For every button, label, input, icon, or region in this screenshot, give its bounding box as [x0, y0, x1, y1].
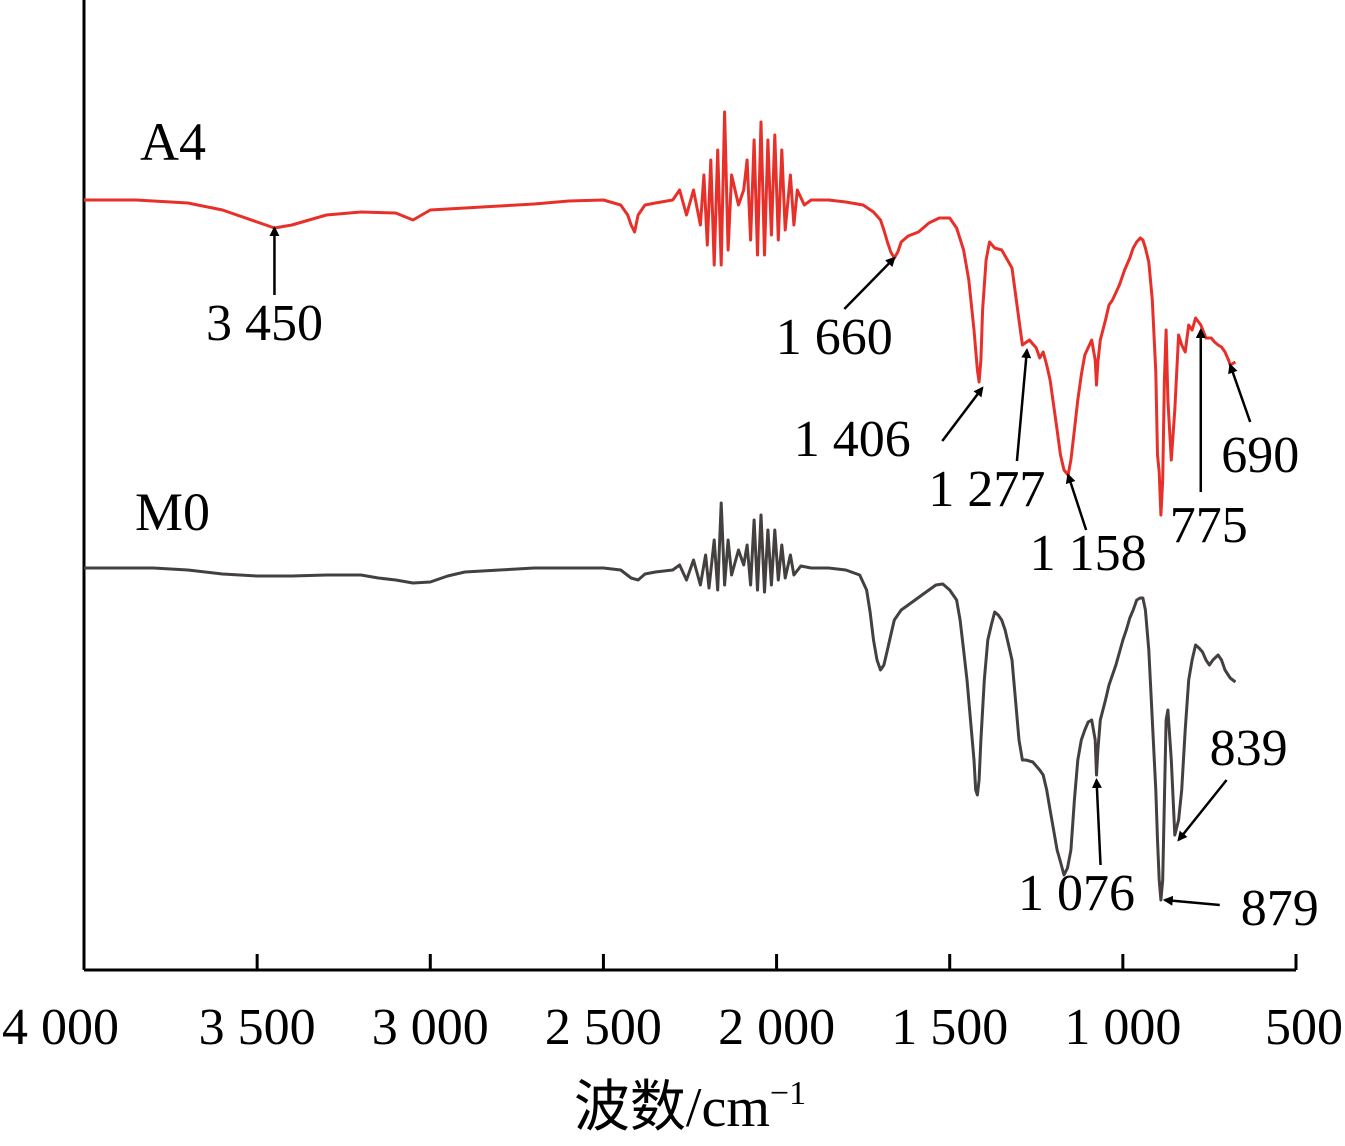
- peak-label: 839: [1210, 720, 1288, 777]
- series-line-m0: [84, 501, 1237, 902]
- peak-label: 1 277: [928, 461, 1045, 518]
- x-tick-label: 500: [1265, 999, 1343, 1056]
- peak-label: 3 450: [206, 295, 323, 352]
- series-lines: [84, 110, 1237, 902]
- series-label-m0: M0: [135, 482, 210, 542]
- peak-label: 1 406: [794, 411, 911, 468]
- peak-label: 1 076: [1018, 865, 1135, 922]
- peak-annotations: 3 450 1 660 1 406 1 277 1 158 775 690 839 1 076 8…: [206, 226, 1319, 937]
- series-labels: A4 M0: [135, 112, 210, 542]
- annotation-arrow: [1162, 895, 1220, 907]
- peak-label: 879: [1241, 880, 1319, 937]
- annotation-arrow: [1091, 778, 1102, 866]
- annotation-arrow: [1228, 363, 1252, 423]
- x-tick-label: 3 000: [372, 999, 489, 1056]
- x-tick-label: 2 500: [545, 999, 662, 1056]
- peak-label: 690: [1221, 427, 1299, 484]
- annotation-arrow: [1015, 348, 1032, 462]
- series-line-a4: [84, 110, 1237, 517]
- annotation-arrow: [941, 386, 984, 442]
- x-axis-label-text: 波数/cm: [574, 1077, 770, 1139]
- peak-label: 1 158: [1030, 525, 1147, 582]
- annotation-arrow: [843, 256, 896, 310]
- peak-label: 1 660: [776, 309, 893, 366]
- x-tick-label: 4 000: [2, 999, 119, 1056]
- x-tick-label: 2 000: [718, 999, 835, 1056]
- plot-area: 4 000 3 500 3 000 2 500 2 000 1 500 1 000 500 3…: [2, 0, 1343, 1056]
- annotation-arrow: [1065, 473, 1088, 531]
- x-axis-label: 波数/cm−1: [574, 1075, 806, 1139]
- peak-label: 775: [1170, 497, 1248, 554]
- x-tick-label: 1 000: [1064, 999, 1181, 1056]
- annotation-arrow: [1177, 779, 1228, 842]
- x-axis-label-superscript: −1: [770, 1075, 806, 1112]
- x-tick-label: 3 500: [199, 999, 316, 1056]
- x-ticks: 4 000 3 500 3 000 2 500 2 000 1 500 1 000 500: [2, 954, 1343, 1056]
- x-tick-label: 1 500: [891, 999, 1008, 1056]
- series-label-a4: A4: [140, 112, 206, 172]
